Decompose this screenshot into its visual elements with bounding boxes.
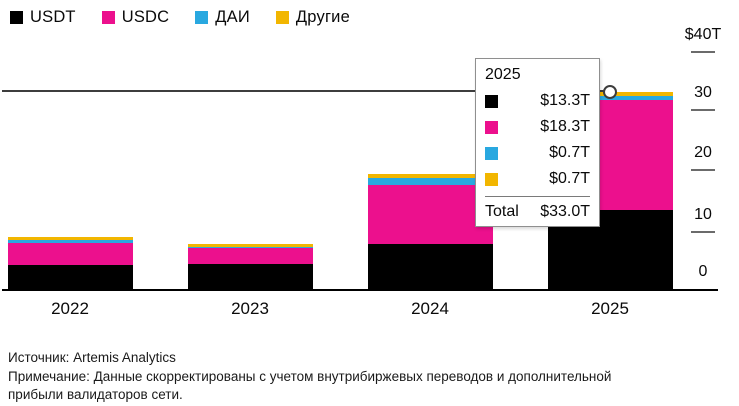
bar-segment-usdt[interactable] [188, 263, 313, 290]
x-axis-label-2025: 2025 [591, 299, 629, 318]
legend-label: ДАИ [215, 8, 250, 26]
tooltip-value: $0.7T [549, 170, 590, 187]
bar-segment-другие[interactable] [368, 174, 493, 178]
hover-point-marker [603, 85, 617, 99]
bar-segment-usdc[interactable] [8, 242, 133, 266]
bar-segment-usdc[interactable] [188, 248, 313, 264]
source-text: Источник: Artemis Analytics [8, 350, 176, 365]
bar-segment-usdt[interactable] [368, 243, 493, 290]
tooltip-total-label: Total [485, 203, 519, 220]
legend-item-others[interactable]: Другие [275, 8, 350, 27]
bar-2023[interactable] [188, 244, 313, 290]
chart-legend: USDT USDC ДАИ Другие [10, 8, 350, 27]
usdc-color-swatch [101, 11, 115, 24]
tooltip-row-others: $0.7T [485, 166, 590, 192]
usdt-color-swatch [485, 94, 498, 108]
bar-segment-другие[interactable] [8, 237, 133, 241]
legend-item-usdt[interactable]: USDT [10, 8, 76, 27]
legend-item-dai[interactable]: ДАИ [195, 8, 250, 27]
bar-segment-даи[interactable] [8, 240, 133, 243]
y-axis-label-0: 0 [698, 263, 708, 280]
tooltip-value: $18.3T [540, 118, 590, 135]
note-text: Примечание: Данные скорректированы с уче… [8, 368, 612, 403]
legend-label: USDT [30, 8, 76, 26]
hover-crosshair-line [2, 90, 604, 92]
y-axis-label-40: $40T [684, 26, 722, 43]
y-axis-label-10: 10 [694, 206, 712, 223]
y-axis-label-30: 30 [694, 84, 712, 101]
bar-segment-даи[interactable] [188, 246, 313, 249]
y-axis-tick [691, 231, 715, 233]
tooltip-year-title: 2025 [485, 66, 521, 83]
bar-segment-usdc[interactable] [368, 185, 493, 244]
y-axis-tick [691, 109, 715, 111]
x-axis-label-2024: 2024 [411, 299, 449, 318]
others-color-swatch [485, 172, 498, 186]
tooltip-value: $0.7T [549, 144, 590, 161]
tooltip-row-usdc: $18.3T [485, 114, 590, 140]
legend-label: Другие [295, 8, 350, 26]
tooltip-divider [485, 196, 590, 197]
bar-segment-usdt[interactable] [8, 265, 133, 290]
tooltip-total-value: $33.0T [540, 203, 590, 220]
bar-segment-другие[interactable] [188, 244, 313, 247]
usdt-color-swatch [10, 11, 23, 24]
usdc-color-swatch [485, 120, 498, 134]
bar-segment-даи[interactable] [368, 177, 493, 186]
tooltip-row-usdt: $13.3T [485, 88, 590, 114]
legend-label: USDC [121, 8, 170, 26]
tooltip-row-dai: $0.7T [485, 140, 590, 166]
hover-tooltip: 2025 $13.3T $18.3T $0.7T $0.7T Total $33… [475, 58, 600, 227]
bar-2022[interactable] [8, 237, 133, 290]
x-axis-baseline [2, 289, 718, 291]
x-axis-label-2023: 2023 [231, 299, 269, 318]
legend-item-usdc[interactable]: USDC [101, 8, 170, 27]
tooltip-value: $13.3T [540, 92, 590, 109]
dai-color-swatch [485, 146, 498, 160]
y-axis-label-20: 20 [694, 144, 712, 161]
x-axis-label-2022: 2022 [51, 299, 89, 318]
y-axis-tick [691, 51, 715, 53]
others-color-swatch [275, 11, 289, 24]
dai-color-swatch [195, 11, 209, 24]
y-axis-tick [691, 169, 715, 171]
bar-2024[interactable] [368, 174, 493, 290]
chart-footer: Источник: Artemis Analytics Примечание: … [8, 349, 698, 405]
tooltip-total-row: Total $33.0T [485, 200, 590, 224]
